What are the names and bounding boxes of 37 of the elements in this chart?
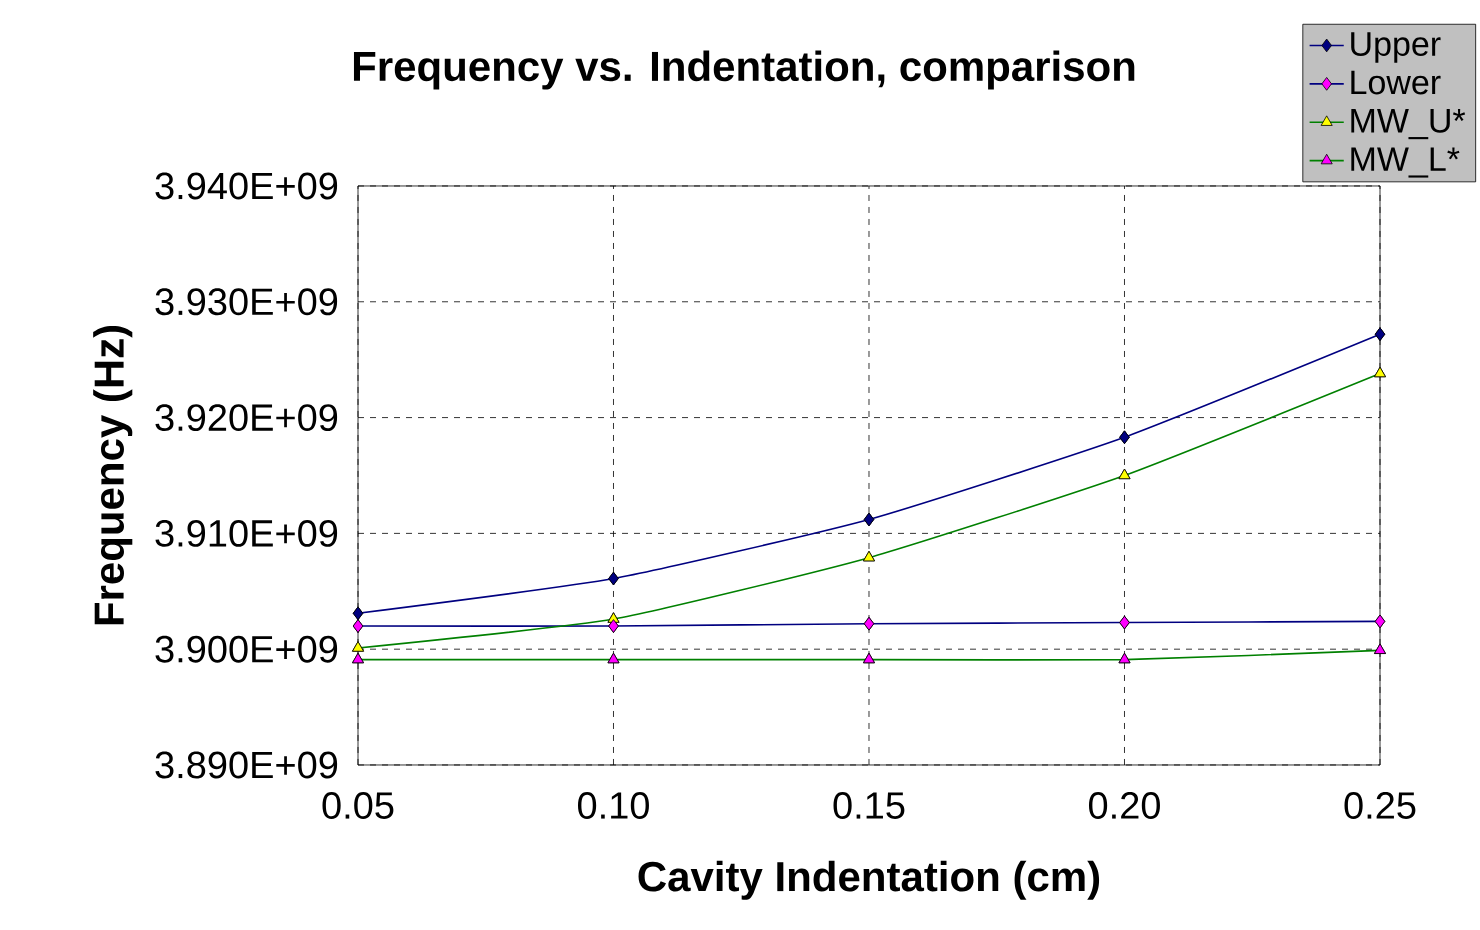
x-tick-label: 0.25 [1344,792,1416,819]
y-tick-label: 3.910E+09 [155,519,338,547]
x-tick-label: 0.05 [322,792,394,819]
point [608,571,619,586]
x-axis-title: Cavity Indentation (cm) [638,860,1100,900]
point [1119,615,1130,630]
legend-label: Upper [1351,32,1441,63]
y-tick-label: 3.940E+09 [155,172,338,200]
point [1374,614,1386,629]
legend-label: Lower [1351,70,1441,95]
point [607,652,620,664]
point [1119,430,1130,445]
point [352,641,364,652]
point [863,512,875,527]
y-tick-label: 3.930E+09 [155,288,338,316]
point [608,619,619,633]
point [352,606,364,621]
chart-title: Frequency vs. Indentation, comparison [353,50,1135,90]
legend-label: MW_U* [1351,109,1466,140]
point [863,616,875,631]
x-tick-label: 0.15 [833,792,905,819]
y-tick-label: 3.900E+09 [155,635,338,663]
point [1374,643,1386,654]
legend-label: MW_L* [1351,147,1460,178]
point [1374,327,1386,341]
y-axis-title: Frequency (Hz) [93,325,133,625]
y-tick-label: 3.920E+09 [155,404,338,432]
point [352,619,364,633]
x-tick-label: 0.20 [1088,792,1160,819]
point [352,652,364,664]
point [863,550,875,562]
x-tick-label: 0.10 [578,792,649,819]
y-tick-label: 3.890E+09 [155,751,338,779]
point [1118,468,1131,480]
point [863,652,875,664]
point [1374,366,1386,378]
point [1118,652,1131,664]
